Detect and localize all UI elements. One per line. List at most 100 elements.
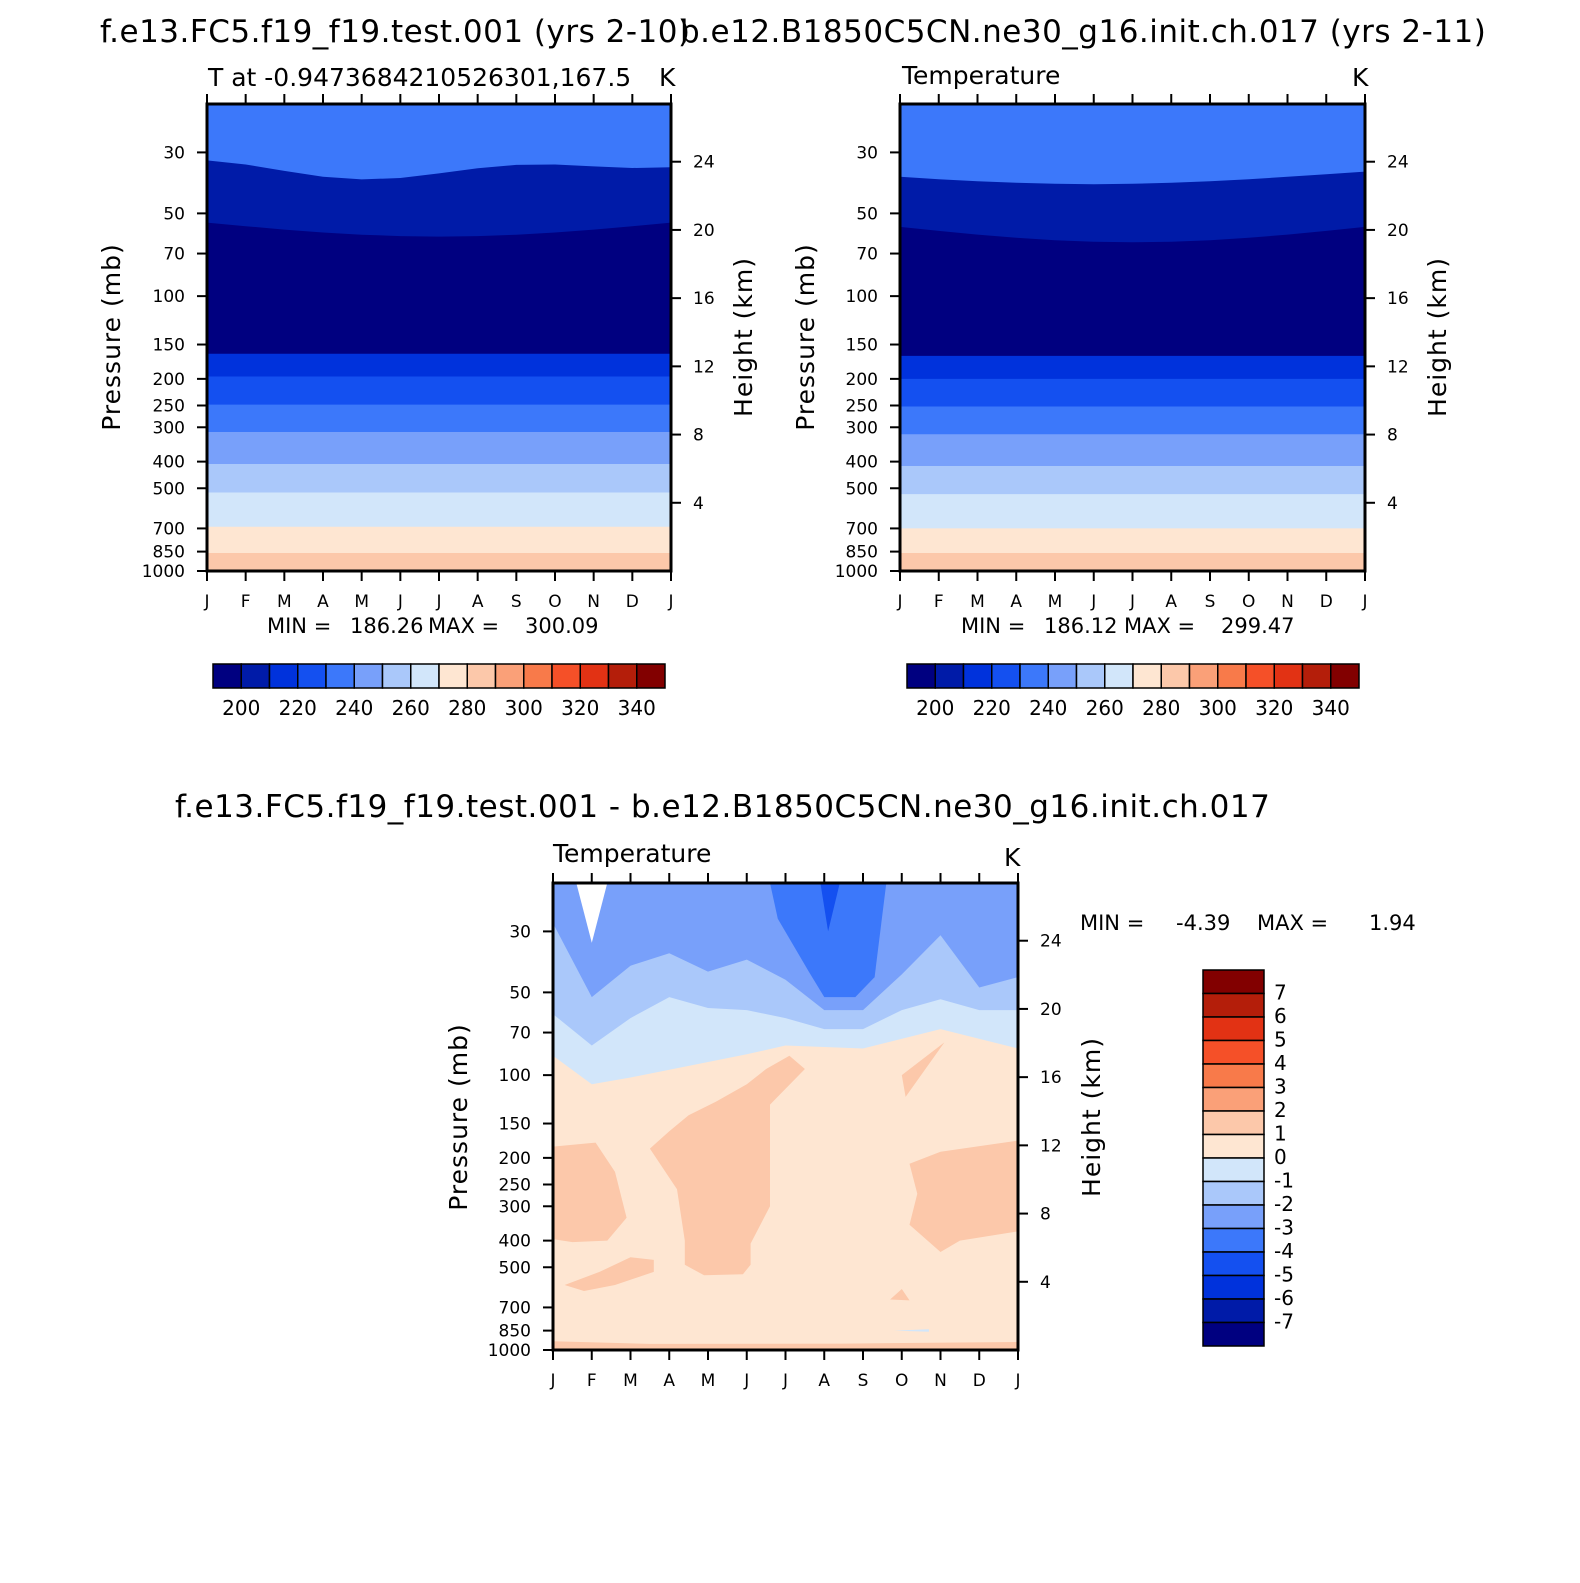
model-colorbar-box	[353, 663, 384, 689]
diff-ytick-label: 700	[499, 1298, 531, 1318]
diff-ytick-label: 500	[499, 1258, 531, 1278]
obs-colorbar-label: 260	[1086, 696, 1124, 720]
model-ytick-label: 250	[153, 397, 185, 417]
diff-min-label: MIN =	[1080, 911, 1144, 935]
obs-xtick-label: J	[896, 592, 902, 612]
diff-colorbar-box	[1202, 969, 1265, 995]
model-ytick-right-label: 16	[693, 289, 715, 309]
obs-colorbar-box	[1245, 663, 1275, 689]
model-xtick-label: A	[317, 592, 329, 612]
obs-colorbar-box	[991, 663, 1021, 689]
obs-ytick-right-label: 4	[1387, 494, 1398, 514]
obs-xtick-label: J	[1361, 592, 1367, 612]
obs-max-label: MAX =	[1124, 614, 1195, 638]
diff-xtick-label: A	[818, 1371, 830, 1391]
diff-xtick-label: F	[587, 1371, 597, 1391]
obs-subtitle: Temperature	[901, 61, 1060, 90]
obs-colorbar-box	[1132, 663, 1162, 689]
obs-ytick-right-label: 8	[1387, 426, 1398, 446]
diff-xtick-label: M	[701, 1371, 716, 1391]
obs-ytick-right-label: 24	[1387, 153, 1409, 173]
diff-ytick-label: 200	[499, 1149, 531, 1169]
obs-title: b.e12.B1850C5CN.ne30_g16.init.ch.017 (yr…	[680, 14, 1486, 50]
diff-colorbar-label: 5	[1274, 1028, 1287, 1052]
model-colorbar-box	[579, 663, 610, 689]
diff-region-pos2c	[909, 1140, 1018, 1252]
model-colorbar-label: 280	[448, 696, 486, 720]
obs-ytick-label: 500	[846, 479, 878, 499]
obs-xtick-label: F	[934, 592, 944, 612]
model-ytick-label: 100	[153, 287, 185, 307]
model-min-label: MIN =	[267, 614, 331, 638]
diff-ytick-right-label: 8	[1040, 1205, 1051, 1225]
obs-min-label: MIN =	[961, 614, 1025, 638]
obs-band	[900, 553, 1365, 571]
obs-colorbar-box	[1188, 663, 1219, 689]
obs-xtick-label: J	[1129, 592, 1135, 612]
obs-colorbar-box	[1047, 663, 1078, 689]
obs-ytick-label: 850	[846, 543, 878, 563]
model-colorbar-box	[381, 663, 412, 689]
obs-ytick-right-label: 16	[1387, 289, 1409, 309]
diff-ytick-right-label: 24	[1040, 932, 1062, 952]
diff-xtick-label: J	[549, 1371, 555, 1391]
model-xtick-label: A	[472, 592, 484, 612]
obs-xtick-label: N	[1281, 592, 1294, 612]
diff-colorbar-box	[1202, 1251, 1265, 1277]
obs-colorbar-box	[1104, 663, 1134, 689]
model-title: f.e13.FC5.f19_f19.test.001 (yrs 2-10)	[100, 14, 691, 50]
diff-xtick-label: J	[743, 1371, 749, 1391]
model-xtick-label: J	[397, 592, 403, 612]
obs-ytick-label: 70	[856, 245, 878, 265]
diff-colorbar-box	[1202, 1063, 1265, 1089]
diff-colorbar-box	[1202, 1086, 1265, 1112]
model-colorbar-label: 320	[561, 696, 599, 720]
model-colorbar-box	[410, 663, 440, 689]
obs-colorbar-label: 340	[1312, 696, 1350, 720]
diff-min-value: -4.39	[1176, 911, 1230, 935]
diff-region-pos2g	[553, 1341, 1018, 1350]
obs-ytick-label: 1000	[835, 562, 878, 582]
model-colorbar-label: 260	[392, 696, 430, 720]
diff-max-label: MAX =	[1257, 911, 1328, 935]
model-ytick-label: 850	[153, 543, 185, 563]
obs-colorbar-box	[1273, 663, 1304, 689]
diff-colorbar-label: 1	[1274, 1122, 1287, 1146]
diff-subtitle: Temperature	[552, 839, 711, 868]
diff-xtick-label: O	[895, 1371, 908, 1391]
obs-xtick-label: D	[1320, 592, 1333, 612]
obs-xtick-label: S	[1205, 592, 1216, 612]
obs-colorbar-box	[962, 663, 993, 689]
diff-colorbar-box	[1202, 1180, 1265, 1206]
diff-colorbar-label: 0	[1274, 1145, 1287, 1169]
obs-panel: b.e12.B1850C5CN.ne30_g16.init.ch.017 (yr…	[680, 14, 1486, 720]
model-band	[207, 553, 671, 571]
model-ylabel: Pressure (mb)	[97, 243, 126, 430]
diff-colorbar-label: 4	[1274, 1051, 1287, 1075]
model-max-label: MAX =	[428, 614, 499, 638]
obs-xtick-label: O	[1242, 592, 1255, 612]
model-ytick-right-label: 20	[693, 221, 715, 241]
model-min-value: 186.26	[350, 614, 423, 638]
obs-xtick-label: J	[1090, 592, 1096, 612]
obs-colorbar-box	[906, 663, 936, 689]
obs-colorbar-box	[1019, 663, 1049, 689]
obs-colorbar-box	[1075, 663, 1106, 689]
model-ytick-label: 400	[153, 453, 185, 473]
diff-colorbar-box	[1202, 1110, 1265, 1136]
diff-xtick-label: A	[663, 1371, 675, 1391]
diff-title: f.e13.FC5.f19_f19.test.001 - b.e12.B1850…	[175, 789, 1270, 825]
obs-stats: MIN = 186.12 MAX = 299.47	[961, 614, 1294, 638]
obs-ytick-label: 400	[846, 453, 878, 473]
model-xtick-label: F	[241, 592, 251, 612]
model-colorbar-box	[297, 663, 327, 689]
diff-colorbar-label: 6	[1274, 1004, 1287, 1028]
diff-colorbar-label: -4	[1274, 1239, 1294, 1263]
obs-max-value: 299.47	[1221, 614, 1294, 638]
model-xtick-label: J	[667, 592, 673, 612]
obs-ytick-label: 150	[846, 336, 878, 356]
model-ytick-label: 500	[153, 479, 185, 499]
